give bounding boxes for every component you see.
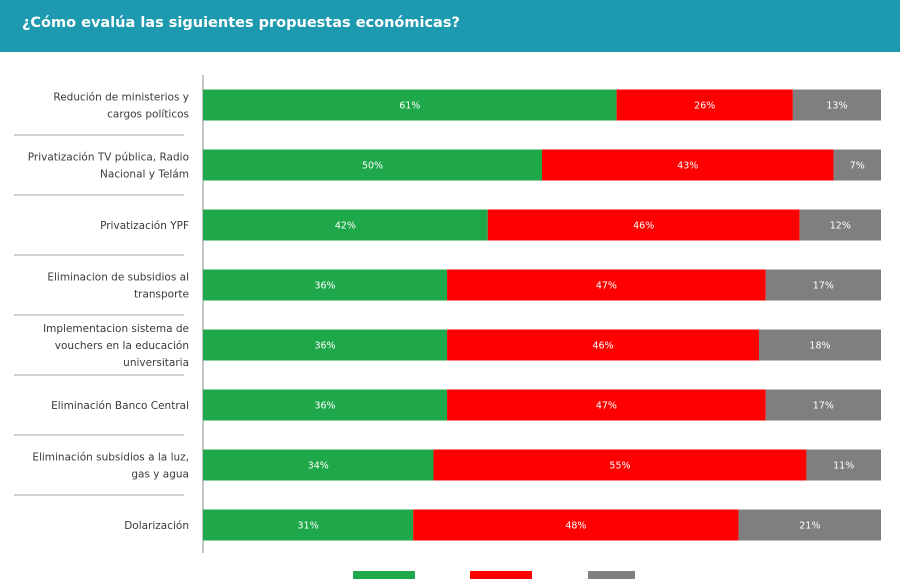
category-label-line: universitaria — [123, 357, 189, 369]
data-label: 47% — [596, 401, 617, 412]
bar-segment-1 — [203, 449, 434, 481]
bar-segment-1 — [203, 389, 448, 421]
legend-swatch-1 — [353, 571, 415, 579]
bar-segment-2 — [542, 149, 834, 181]
data-label: 26% — [694, 101, 715, 112]
bar-segment-3 — [792, 89, 881, 121]
legend-swatch-2 — [470, 571, 532, 579]
bar-segment-1 — [203, 329, 448, 361]
data-label: 13% — [826, 101, 847, 112]
data-label: 36% — [314, 401, 335, 412]
category-label: Eliminación subsidios a la luz, gas y agu… — [32, 452, 189, 481]
bar-segment-2 — [447, 389, 766, 421]
data-label: 17% — [813, 401, 834, 412]
category-label-line: Nacional y Telám — [100, 169, 189, 181]
data-label: 46% — [592, 341, 613, 352]
category-label-line: Privatización YPF — [100, 220, 189, 232]
data-label: 11% — [833, 461, 854, 472]
data-label: 36% — [314, 341, 335, 352]
chart-header: ¿Cómo evalúa las siguientes propuestas e… — [0, 0, 900, 52]
bar-segment-1 — [203, 149, 542, 181]
data-label: 31% — [298, 521, 319, 532]
category-label-line: cargos políticos — [107, 109, 189, 121]
data-label: 42% — [335, 221, 356, 232]
category-label-line: vouchers en la educación — [55, 340, 189, 352]
bar-segment-2 — [487, 209, 800, 241]
category-label-line: Eliminación subsidios a la luz, — [32, 452, 189, 464]
bar-segment-2 — [447, 269, 766, 301]
data-label: 46% — [633, 221, 654, 232]
data-label: 17% — [813, 281, 834, 292]
data-label: 48% — [565, 521, 586, 532]
chart-title: ¿Cómo evalúa las siguientes propuestas e… — [22, 15, 460, 31]
category-label: Privatización YPF — [100, 220, 189, 232]
bar-segment-2 — [413, 509, 739, 541]
bar-segment-3 — [758, 329, 881, 361]
category-label-line: transporte — [134, 289, 189, 301]
category-label-line: Implementacion sistema de — [43, 323, 189, 335]
data-label: 36% — [314, 281, 335, 292]
bar-segment-1 — [203, 209, 488, 241]
bar-segment-1 — [203, 509, 414, 541]
bar-segment-3 — [799, 209, 881, 241]
legend-swatch-3 — [588, 571, 635, 579]
bar-segment-2 — [433, 449, 807, 481]
bar-segment-2 — [616, 89, 793, 121]
stacked-bar-chart: Redución de ministerios y cargos político… — [14, 75, 881, 579]
data-label: 7% — [850, 161, 865, 172]
data-label: 43% — [677, 161, 698, 172]
bar-segment-3 — [738, 509, 881, 541]
category-label: Eliminacion de subsidios al transporte — [47, 272, 189, 301]
bar-segment-1 — [203, 89, 617, 121]
category-label: Privatización TV pública, Radio Nacional … — [28, 152, 189, 181]
category-label: Eliminación Banco Central — [51, 400, 189, 412]
bar-segment-3 — [833, 149, 881, 181]
data-label: 12% — [830, 221, 851, 232]
category-label-line: Dolarización — [124, 520, 189, 532]
data-label: 18% — [809, 341, 830, 352]
data-label: 55% — [609, 461, 630, 472]
category-label-line: Eliminacion de subsidios al — [47, 272, 189, 284]
data-label: 50% — [362, 161, 383, 172]
bar-segment-1 — [203, 269, 448, 301]
bar-segment-3 — [765, 389, 881, 421]
category-label-line: Eliminación Banco Central — [51, 400, 189, 412]
category-label-line: gas y agua — [131, 469, 189, 481]
category-label: Redución de ministerios y cargos político… — [53, 92, 189, 121]
category-label: Dolarización — [124, 520, 189, 532]
data-label: 47% — [596, 281, 617, 292]
data-label: 61% — [399, 101, 420, 112]
bar-segment-3 — [765, 269, 881, 301]
bar-segment-2 — [447, 329, 759, 361]
bar-segment-3 — [806, 449, 881, 481]
data-label: 34% — [308, 461, 329, 472]
category-label: Implementacion sistema de vouchers en la … — [43, 323, 189, 369]
category-label-line: Privatización TV pública, Radio — [28, 152, 189, 164]
category-label-line: Redución de ministerios y — [53, 92, 189, 104]
data-label: 21% — [799, 521, 820, 532]
